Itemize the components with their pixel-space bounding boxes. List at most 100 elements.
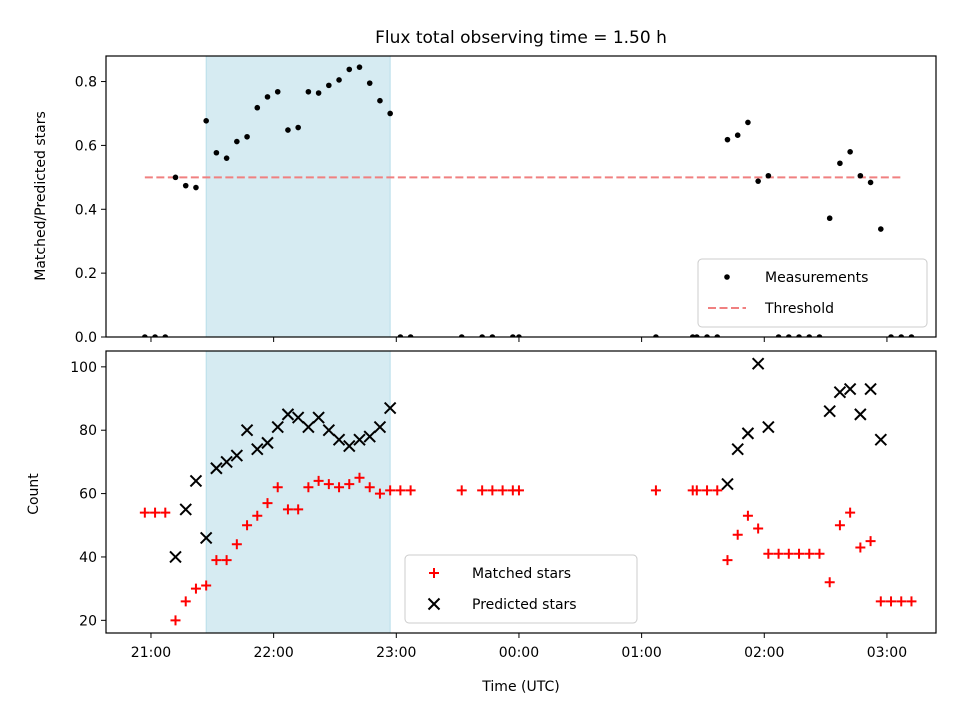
data-point xyxy=(732,529,743,540)
data-point xyxy=(794,548,805,559)
data-point xyxy=(855,542,866,553)
data-point xyxy=(765,172,772,179)
data-point xyxy=(833,385,847,399)
data-point xyxy=(886,596,897,607)
data-point xyxy=(753,523,764,534)
top-axes-frame xyxy=(105,55,937,338)
data-point xyxy=(762,420,775,434)
data-point xyxy=(741,427,755,440)
data-point xyxy=(312,411,325,424)
data-point xyxy=(169,550,182,564)
bottom-y-tick-label: 20 xyxy=(79,613,97,629)
data-point xyxy=(775,334,782,337)
data-point xyxy=(773,548,784,559)
data-point xyxy=(479,334,485,337)
data-point xyxy=(722,555,733,566)
data-point xyxy=(857,172,864,179)
bottom-panel: 20 40 60 80 100 21:00 22:00 23:00 00:00 01:00 02:0… xyxy=(70,350,937,661)
data-point xyxy=(313,475,324,486)
data-point xyxy=(251,443,264,456)
top-plot-area xyxy=(142,56,915,337)
data-point xyxy=(823,404,836,418)
bottom-plot-area xyxy=(139,351,917,633)
data-point xyxy=(336,77,342,83)
data-point xyxy=(806,334,813,337)
legend-box xyxy=(697,258,928,328)
data-point xyxy=(274,88,281,95)
data-point xyxy=(843,382,857,396)
x-tick-label: 21:00 xyxy=(131,645,171,661)
data-point xyxy=(264,94,271,100)
data-point xyxy=(356,64,363,70)
data-point xyxy=(293,504,304,515)
data-point xyxy=(332,433,346,446)
data-point xyxy=(201,580,212,591)
x-tick-label: 02:00 xyxy=(744,645,784,661)
data-point xyxy=(804,548,815,559)
bottom-series-matched-stars xyxy=(139,472,917,626)
top-panel: 0.0 0.2 0.4 0.6 0.8 Measurements Threshold xyxy=(75,55,937,346)
data-point xyxy=(363,430,376,443)
data-point xyxy=(898,334,905,337)
data-point xyxy=(343,439,356,453)
data-point xyxy=(203,118,209,124)
data-point xyxy=(234,138,240,145)
data-point xyxy=(745,119,751,126)
data-point xyxy=(888,334,894,337)
data-point xyxy=(295,124,301,131)
data-point xyxy=(199,531,213,545)
bottom-y-tick-label: 60 xyxy=(79,487,97,503)
data-point xyxy=(346,66,353,73)
legend-label-predicted: Predicted stars xyxy=(472,597,577,613)
data-point xyxy=(354,472,365,483)
data-point xyxy=(407,334,414,337)
data-point xyxy=(315,90,322,96)
data-point xyxy=(254,104,261,111)
data-point xyxy=(281,408,295,421)
data-point xyxy=(190,583,201,594)
data-point xyxy=(180,596,191,607)
data-point xyxy=(814,548,825,559)
data-point xyxy=(477,485,488,496)
legend-marker-predicted xyxy=(427,597,441,611)
data-point xyxy=(364,482,375,493)
data-point xyxy=(826,215,833,222)
data-point xyxy=(231,539,242,550)
data-point xyxy=(714,334,721,337)
legend-marker-measurements xyxy=(724,274,730,280)
bottom-axes-frame xyxy=(105,350,937,634)
data-point xyxy=(721,477,734,491)
data-point xyxy=(786,334,792,337)
data-point xyxy=(387,110,393,117)
data-point xyxy=(150,507,161,518)
data-point xyxy=(731,443,744,456)
legend-label-matched: Matched stars xyxy=(472,566,571,582)
bottom-series-predicted-stars xyxy=(169,357,888,564)
data-point xyxy=(867,179,874,186)
bottom-highlight-span xyxy=(205,351,391,633)
bottom-legend: Matched stars Predicted stars xyxy=(404,554,638,624)
data-point xyxy=(244,133,250,140)
data-point xyxy=(272,482,283,493)
data-point xyxy=(865,536,876,547)
data-point xyxy=(385,485,396,496)
data-point xyxy=(845,507,856,518)
data-point xyxy=(724,136,731,143)
top-y-axis-label: Matched/Predicted stars xyxy=(33,111,49,281)
data-point xyxy=(170,615,181,626)
chart-title: Flux total observing time = 1.50 h xyxy=(375,28,667,48)
bottom-y-tick-label: 80 xyxy=(79,423,97,439)
x-tick-label: 23:00 xyxy=(376,645,416,661)
data-point xyxy=(240,424,254,437)
data-point xyxy=(489,334,496,337)
data-point xyxy=(854,408,867,421)
data-point xyxy=(211,555,222,566)
top-y-tick-label: 0.4 xyxy=(75,202,97,218)
data-point xyxy=(864,382,877,396)
data-point xyxy=(816,334,823,337)
data-point xyxy=(395,485,406,496)
data-point xyxy=(397,334,404,337)
data-point xyxy=(291,411,305,424)
data-point xyxy=(516,334,522,337)
